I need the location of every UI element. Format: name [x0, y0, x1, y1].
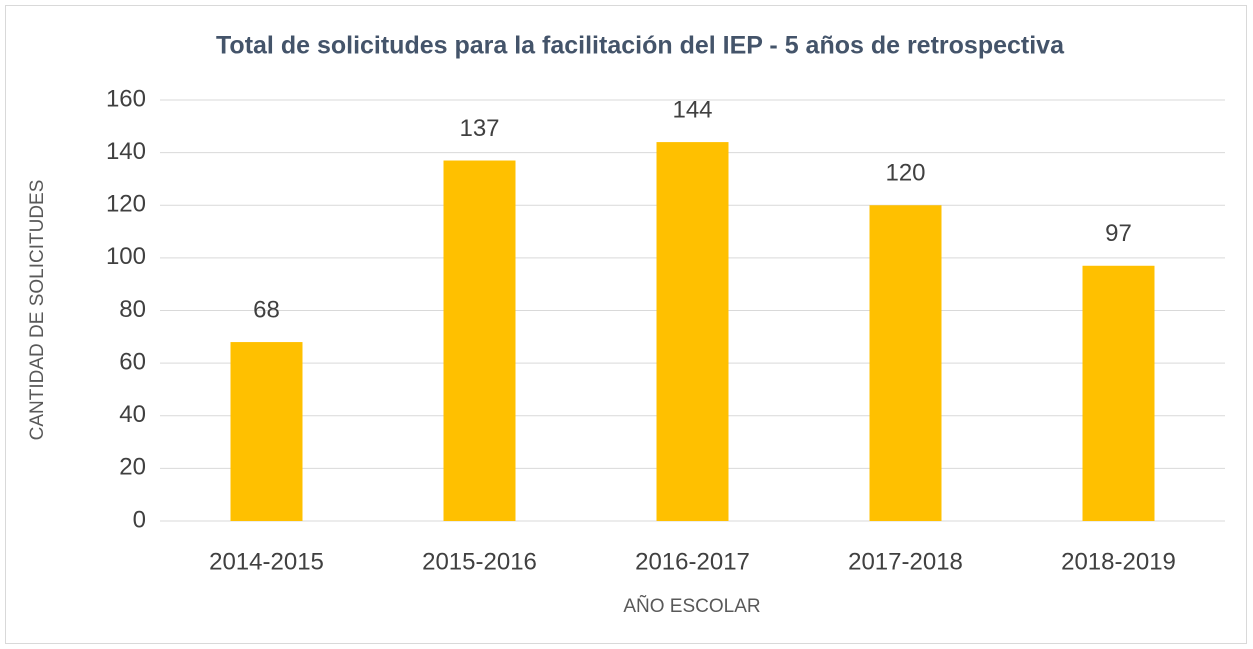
y-tick-label: 0 — [133, 506, 146, 533]
data-label: 120 — [885, 160, 925, 187]
x-tick-label: 2015-2016 — [422, 548, 537, 575]
y-tick-label: 60 — [119, 348, 146, 375]
data-label: 97 — [1105, 220, 1132, 247]
y-tick-label: 80 — [119, 296, 146, 323]
x-tick-label: 2014-2015 — [209, 548, 324, 575]
data-label: 68 — [253, 296, 280, 323]
y-axis-label: CANTIDAD DE SOLICITUDES — [27, 180, 48, 441]
data-label: 137 — [459, 115, 499, 142]
bar — [1082, 265, 1155, 521]
y-tick-label: 160 — [106, 85, 146, 112]
bar — [869, 205, 942, 521]
bar — [443, 160, 516, 522]
y-tick-label: 40 — [119, 401, 146, 428]
x-tick-label: 2016-2017 — [635, 548, 750, 575]
y-tick-label: 120 — [106, 191, 146, 218]
x-axis-label: AÑO ESCOLAR — [623, 595, 760, 617]
chart-title: Total de solicitudes para la facilitació… — [216, 32, 1065, 60]
y-tick-label: 20 — [119, 454, 146, 481]
x-tick-label: 2018-2019 — [1061, 548, 1176, 575]
bar — [656, 142, 729, 521]
bar — [230, 342, 303, 521]
y-tick-label: 100 — [106, 243, 146, 270]
y-tick-label: 140 — [106, 138, 146, 165]
x-tick-label: 2017-2018 — [848, 548, 963, 575]
data-label: 144 — [672, 96, 712, 123]
chart-border — [5, 5, 1247, 644]
